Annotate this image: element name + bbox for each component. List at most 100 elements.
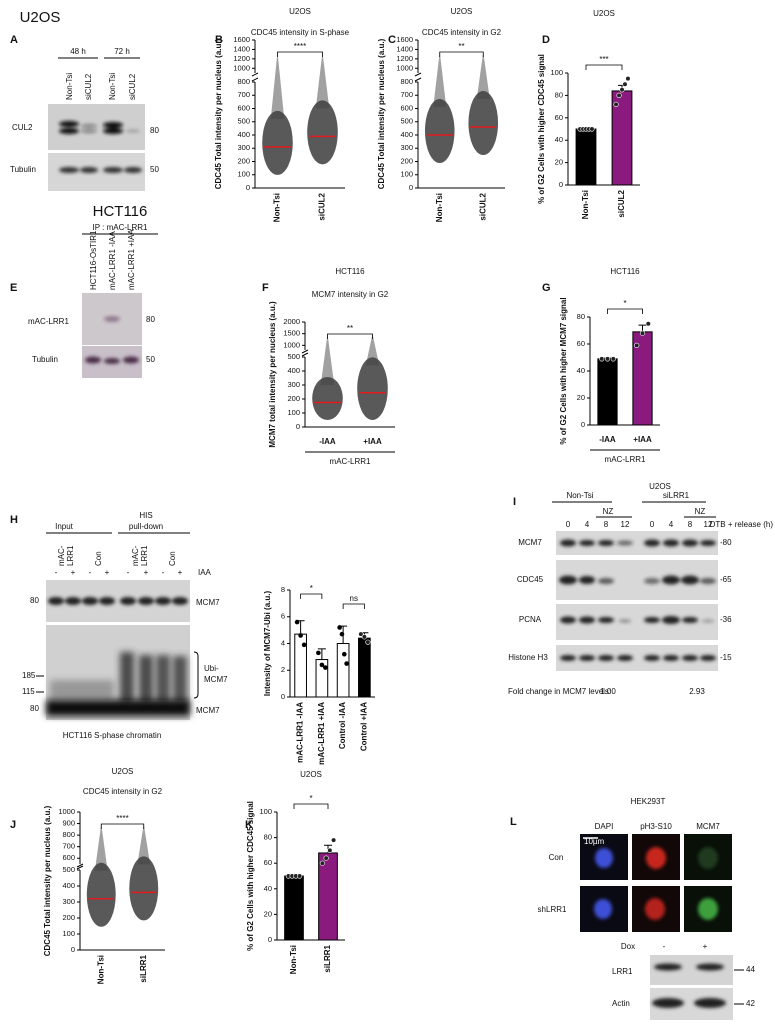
- marker: 80: [30, 704, 39, 713]
- y-tick-label: 40: [577, 366, 585, 375]
- dot-cloud: [320, 334, 335, 385]
- bands: [652, 963, 726, 1008]
- marker: 50: [150, 165, 159, 174]
- point: [327, 847, 333, 854]
- y-axis-label: CDC45 Total intensity per nucleus (a.u.): [214, 38, 223, 189]
- row-label: CDC45: [517, 575, 544, 584]
- y-tick-label: 40: [264, 884, 272, 893]
- bar: [358, 637, 371, 698]
- row-label: Tubulin: [10, 165, 36, 174]
- dox: -: [663, 942, 666, 951]
- y-tick-label: 400: [62, 881, 75, 890]
- dot-cloud: [137, 824, 151, 865]
- chart-title: HCT116: [335, 267, 365, 276]
- panel-letter: H: [10, 514, 18, 526]
- point: [634, 342, 640, 348]
- significance: ns: [350, 594, 358, 603]
- marker: -36: [720, 615, 732, 624]
- significance-bracket: [439, 51, 484, 57]
- y-axis-label: % of G2 Cells with higher CDC45 signal: [246, 801, 255, 951]
- y-tick-label: 1200: [233, 54, 250, 63]
- bar: [597, 358, 618, 426]
- marker: 115: [22, 687, 35, 696]
- marker: 80: [146, 315, 155, 324]
- significance-bracket: [327, 333, 373, 339]
- y-tick-label: 0: [246, 183, 250, 192]
- dot-cloud: [365, 334, 380, 366]
- panel-letter: C: [388, 34, 396, 46]
- y-tick-label: 100: [62, 929, 75, 938]
- panel-a: U2OS 48 h 72 h Non-Tsi siCUL2 Non-Tsi si…: [10, 9, 159, 191]
- chart-title: U2OS: [300, 770, 322, 779]
- bands: [85, 356, 139, 364]
- panel-letter: F: [262, 282, 269, 294]
- x-tick-label: mAC-LRR1 -IAA: [296, 702, 305, 763]
- significance: **: [347, 324, 353, 333]
- point: [323, 855, 329, 861]
- marker: 50: [146, 355, 155, 364]
- panel-letter: E: [10, 282, 17, 294]
- point: [298, 633, 303, 638]
- dot-cloud: [307, 100, 338, 165]
- significance: *: [310, 584, 313, 593]
- dot-cloud: [262, 110, 293, 175]
- lane-label: LRR1: [66, 545, 75, 566]
- time: 8: [604, 520, 609, 529]
- time: 0: [566, 520, 571, 529]
- point: [610, 356, 616, 362]
- bar: [575, 128, 597, 186]
- title: HEK293T: [631, 797, 666, 806]
- y-tick-label: 100: [237, 170, 250, 179]
- significance-bracket: [277, 51, 323, 57]
- y-tick-label: 60: [577, 339, 585, 348]
- sign: +: [105, 568, 110, 577]
- y-tick-label: 2000: [283, 317, 300, 326]
- y-axis-label: CDC45 Total intensity per nucleus (a.u.): [43, 805, 52, 956]
- marker-ticks: [36, 675, 44, 693]
- y-tick-label: 600: [400, 103, 413, 112]
- y-tick-label: 400: [400, 130, 413, 139]
- y-tick-label: 1500: [283, 329, 300, 338]
- panel-letter: G: [542, 282, 551, 294]
- dot-cloud: [94, 824, 108, 871]
- panel-letter: I: [513, 496, 516, 508]
- x-tick-label: siLRR1: [139, 954, 148, 982]
- point: [297, 873, 303, 879]
- y-tick-label: 0: [296, 422, 300, 431]
- time: 8: [688, 520, 693, 529]
- dot-cloud: [433, 52, 447, 107]
- dox-label: Dox: [621, 942, 635, 951]
- point: [323, 665, 328, 670]
- channel: DAPI: [595, 822, 614, 831]
- point: [341, 651, 347, 657]
- lane-label: HCT116-OsTIR1: [89, 230, 98, 290]
- channel: pH3-S10: [640, 822, 672, 831]
- panel-letter: A: [10, 34, 18, 46]
- y-tick-label: 900: [62, 819, 75, 828]
- point: [319, 860, 325, 866]
- point: [589, 126, 595, 132]
- marker: 80: [30, 596, 39, 605]
- marker: -80: [720, 538, 732, 547]
- scale: 10µm: [584, 837, 605, 846]
- panel-e: HCT116 IP : mAC-LRR1 HCT116-OsTIR1 mAC-L…: [28, 203, 158, 378]
- y-tick-label: 4: [281, 638, 285, 647]
- row-label: MCM7: [518, 538, 542, 547]
- sign: -: [89, 568, 92, 577]
- lane-label: mAC-: [131, 545, 140, 566]
- time: 12: [704, 520, 713, 529]
- lane-label: mAC-: [57, 545, 66, 566]
- bands: [559, 539, 716, 661]
- y-tick-label: 200: [237, 156, 250, 165]
- significance: ****: [116, 814, 128, 823]
- x-tick-label: Control +IAA: [359, 702, 368, 751]
- chart-title: U2OS: [593, 9, 615, 18]
- dot-cloud: [315, 52, 330, 109]
- x-tick-label: Non-Tsi: [273, 193, 282, 222]
- chart-title: U2OS: [289, 7, 311, 16]
- chart-title: U2OS: [112, 767, 134, 776]
- signs: - + - + - + - +: [55, 568, 183, 577]
- y-axis-label: % of G2 Cells with higher MCM7 signal: [559, 297, 568, 444]
- dot-cloud: [129, 856, 159, 921]
- sign: +: [178, 568, 183, 577]
